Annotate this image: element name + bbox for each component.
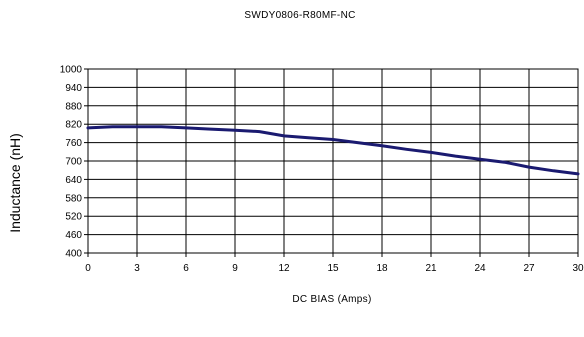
y-tick-label: 820 — [65, 120, 82, 131]
y-tick-label: 520 — [65, 212, 82, 223]
y-tick-label: 880 — [65, 101, 82, 112]
grid-lines — [88, 69, 578, 253]
y-tick-label: 400 — [65, 249, 82, 260]
x-tick-label: 27 — [523, 263, 535, 274]
x-tick-label: 0 — [85, 263, 91, 274]
y-axis-label: Inductance (nH) — [7, 133, 23, 233]
x-tick-label: 18 — [376, 263, 388, 274]
x-tick-label: 30 — [572, 263, 584, 274]
series-line — [86, 125, 580, 176]
y-tick-label: 760 — [65, 138, 82, 149]
y-axis-ticks: 400 460 520 580 640 700 760 820 880 940 1000 — [60, 65, 88, 260]
x-axis-label: DC BIAS (Amps) — [292, 294, 371, 305]
y-tick-label: 1000 — [60, 65, 83, 76]
x-tick-label: 12 — [278, 263, 290, 274]
x-tick-label: 9 — [232, 263, 238, 274]
x-tick-label: 6 — [183, 263, 189, 274]
x-tick-label: 21 — [425, 263, 437, 274]
y-tick-label: 580 — [65, 193, 82, 204]
x-axis-ticks: 0 3 6 9 12 15 18 21 24 27 30 — [85, 253, 584, 274]
y-tick-label: 940 — [65, 83, 82, 94]
x-tick-label: 24 — [474, 263, 486, 274]
x-tick-label: 3 — [134, 263, 140, 274]
y-tick-label: 460 — [65, 230, 82, 241]
chart-title: SWDY0806-R80MF-NC — [244, 10, 355, 21]
y-tick-label: 700 — [65, 157, 82, 168]
y-tick-label: 640 — [65, 175, 82, 186]
x-tick-label: 15 — [327, 263, 339, 274]
